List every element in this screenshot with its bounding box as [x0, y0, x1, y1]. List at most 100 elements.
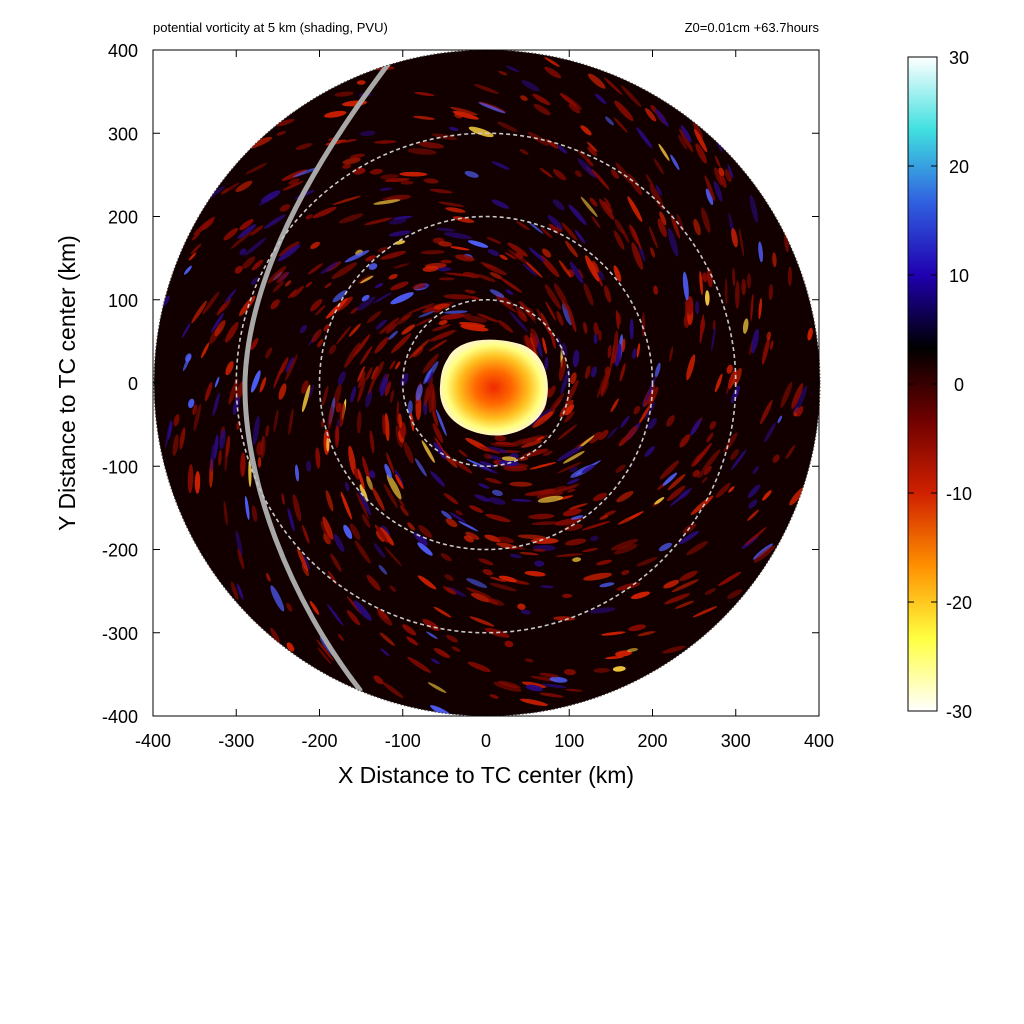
- pv-filament: [315, 305, 326, 316]
- pv-filament: [497, 536, 515, 544]
- pv-filament: [398, 498, 405, 508]
- pv-filament: [281, 169, 308, 181]
- pv-filament: [713, 180, 723, 202]
- pv-filament: [477, 313, 499, 323]
- pv-filament: [580, 196, 598, 218]
- pv-filament: [590, 366, 598, 378]
- pv-filament: [486, 236, 502, 244]
- pv-filament: [497, 319, 514, 333]
- pv-filament: [415, 317, 432, 327]
- pv-filament: [302, 524, 310, 544]
- pv-filament: [301, 384, 311, 413]
- pv-filament: [389, 585, 396, 592]
- pv-filament: [564, 523, 583, 531]
- pv-filament: [490, 442, 519, 448]
- pv-filament: [581, 464, 595, 474]
- pv-filament: [252, 415, 260, 445]
- pv-filament: [733, 367, 742, 386]
- pv-filament: [711, 326, 716, 352]
- pv-filament: [350, 386, 357, 403]
- pv-filament: [343, 524, 353, 539]
- pv-filament: [747, 484, 761, 498]
- pv-filament: [600, 631, 626, 636]
- pv-filament: [614, 544, 638, 555]
- pv-filament: [386, 452, 395, 474]
- x-tick-label: -400: [135, 731, 171, 751]
- pv-filament: [589, 607, 616, 614]
- pv-filament: [657, 218, 667, 238]
- pv-filament: [599, 198, 615, 220]
- pv-filament: [537, 495, 564, 503]
- pv-filament: [560, 368, 571, 395]
- pv-filament: [669, 346, 674, 362]
- pv-filament: [228, 378, 239, 405]
- pv-filament: [285, 357, 294, 373]
- pv-filament: [356, 411, 362, 434]
- pv-filament: [637, 631, 656, 637]
- pv-filament: [489, 576, 507, 583]
- pv-filament: [430, 658, 440, 665]
- pv-filament: [624, 425, 638, 442]
- pv-filament: [511, 498, 532, 502]
- pv-filament: [379, 187, 392, 191]
- pv-filament: [395, 474, 404, 490]
- pv-filament: [592, 260, 600, 273]
- pv-filament: [679, 128, 694, 153]
- pv-filament: [249, 225, 264, 236]
- pv-filament: [489, 272, 503, 280]
- pv-filament: [468, 505, 484, 513]
- pv-filament: [297, 547, 309, 572]
- pv-filament: [731, 228, 738, 248]
- pv-filament: [550, 329, 556, 349]
- pv-filament: [598, 329, 602, 342]
- pv-filament: [491, 161, 510, 170]
- pv-filament: [183, 265, 192, 275]
- pv-filament: [193, 403, 202, 432]
- pv-filament: [353, 600, 372, 621]
- pv-filament: [692, 606, 718, 618]
- pv-filament: [375, 530, 385, 542]
- pv-filament: [260, 436, 264, 457]
- pv-filament: [453, 459, 473, 474]
- pv-filament: [389, 389, 395, 403]
- pv-filament: [349, 153, 365, 159]
- pv-filament: [524, 570, 546, 577]
- pv-filament: [542, 248, 552, 258]
- pv-filament: [519, 149, 529, 155]
- pv-filament: [213, 434, 219, 460]
- pv-filament: [552, 485, 567, 492]
- pv-filament: [438, 320, 448, 325]
- pv-filament: [699, 270, 703, 296]
- pv-filament: [615, 464, 626, 473]
- pv-filament: [561, 593, 573, 599]
- pv-filament: [479, 461, 496, 468]
- pv-filament: [480, 261, 497, 270]
- pv-filament: [306, 460, 312, 472]
- pv-filament: [603, 510, 616, 517]
- pv-filament: [443, 232, 472, 240]
- pv-filament: [335, 402, 342, 413]
- pv-filament: [332, 290, 347, 303]
- pv-filament: [460, 324, 489, 332]
- pv-filament: [584, 365, 591, 380]
- x-tick-label: 400: [804, 731, 834, 751]
- pv-filament: [581, 521, 611, 531]
- pv-filament: [654, 362, 661, 378]
- pv-filament: [428, 383, 435, 414]
- pv-filament: [599, 515, 609, 520]
- pv-filament: [540, 227, 553, 239]
- pv-filament: [701, 449, 721, 473]
- pv-filament: [324, 282, 332, 289]
- pv-filament: [647, 417, 657, 430]
- pv-filament: [465, 531, 480, 540]
- pv-filament: [417, 542, 433, 556]
- pv-filament: [562, 508, 582, 517]
- pv-filament: [250, 338, 259, 350]
- pv-filament: [615, 650, 632, 657]
- colorbar-tick-label: -30: [946, 702, 972, 722]
- pv-filament: [391, 333, 412, 354]
- pv-filament: [389, 360, 396, 370]
- pv-filament: [172, 434, 179, 456]
- pv-filament: [629, 318, 634, 340]
